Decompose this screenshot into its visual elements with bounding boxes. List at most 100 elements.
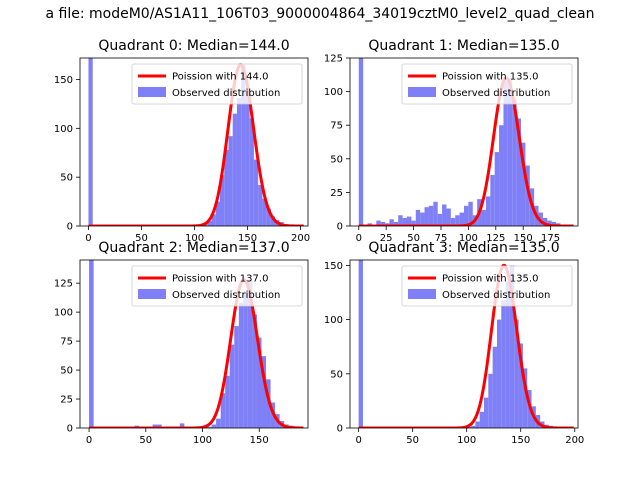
legend-box [131, 63, 303, 105]
histogram-bar [211, 424, 217, 428]
histogram-bar [551, 221, 557, 226]
x-tick-label: 0 [85, 233, 91, 244]
legend-fit-label: Poission with 137.0 [172, 274, 268, 285]
histogram-bar [211, 214, 216, 226]
histogram-bar [249, 118, 254, 226]
histogram-bar [234, 326, 239, 428]
x-tick-label: 100 [459, 233, 478, 244]
histogram-bar [358, 58, 364, 226]
histogram-bar [402, 217, 407, 226]
legend-bar-swatch [138, 289, 166, 299]
histogram-bar [437, 213, 443, 226]
histogram-bar [411, 220, 416, 226]
x-tick-label: 50 [406, 435, 419, 446]
histogram-bar [393, 221, 399, 226]
histogram-bar [542, 217, 548, 226]
histogram-bar [455, 215, 460, 226]
histogram-bar [475, 421, 480, 428]
histogram-bar [420, 212, 425, 226]
y-tick-label: 125 [54, 279, 73, 290]
histogram-bar [256, 337, 262, 428]
y-tick-label: 50 [330, 369, 343, 380]
histogram-bar [507, 78, 513, 226]
histogram-bar [407, 216, 412, 226]
legend-fit-label: Poission with 144.0 [172, 72, 268, 83]
histogram-bar [228, 136, 233, 226]
histogram-bar [518, 343, 523, 428]
histogram-bar [483, 397, 489, 428]
histogram-bar [433, 201, 438, 226]
quadrant-1-panel: Quadrant 1: Median=135.0 0 25 50 75 100 125 150… [324, 38, 579, 244]
legend: Poission with 135.0 Observed distribution [401, 63, 573, 105]
x-tick-label: 100 [193, 435, 212, 446]
histogram-bar [428, 205, 434, 226]
y-tick-label: 0 [337, 424, 343, 435]
histogram-bar [485, 196, 491, 226]
x-tick-label: 150 [250, 435, 269, 446]
y-tick-label: 75 [330, 121, 343, 132]
histogram-bar [512, 98, 517, 226]
x-tick-label: 0 [86, 435, 92, 446]
y-tick-label: 100 [324, 315, 343, 326]
histogram-bar [258, 184, 263, 226]
x-tick-label: 75 [435, 233, 448, 244]
x-tick-label: 175 [541, 233, 560, 244]
histogram-bar [232, 113, 237, 226]
y-tick-label: 75 [60, 337, 73, 348]
histogram-bar [358, 260, 363, 428]
figure-title: a file: modeM0/AS1A11_106T03_9000004864_… [45, 6, 595, 22]
histogram-bar [471, 425, 476, 428]
histogram-bar [505, 281, 510, 428]
histogram-bar [501, 300, 506, 428]
histogram-bar [415, 209, 421, 226]
histogram-bar [525, 165, 530, 226]
histogram-bar [247, 279, 253, 428]
histogram-bar [238, 302, 244, 428]
histogram-bar [450, 217, 456, 226]
histogram-bar [253, 159, 259, 226]
histogram-bar [503, 80, 508, 226]
x-tick-label: 100 [185, 233, 204, 244]
histogram-bar [152, 424, 158, 428]
quadrant-2-panel: Quadrant 2: Median=137.0 0 50 100 150 0 25 50 75… [54, 240, 309, 446]
legend-bar-label: Observed distribution [442, 88, 550, 99]
y-tick-label: 25 [60, 395, 73, 406]
histogram-bar [243, 291, 248, 428]
histogram-bar [398, 215, 403, 226]
histogram-bar [481, 209, 486, 226]
x-tick-label: 150 [511, 435, 530, 446]
histogram-bar [492, 346, 497, 428]
panel-title: Quadrant 0: Median=144.0 [98, 38, 289, 54]
axes-frame [79, 259, 309, 429]
histogram-bar [389, 219, 394, 226]
y-tick-label: 150 [324, 261, 343, 272]
legend-box [401, 63, 573, 105]
y-tick-label: 150 [54, 75, 73, 86]
x-tick-label: 0 [355, 435, 361, 446]
histogram-bar [229, 344, 235, 428]
histogram-bar [241, 64, 246, 226]
histogram-bar [252, 314, 257, 428]
histogram-bar [459, 212, 464, 226]
x-tick-label: 0 [356, 233, 362, 244]
histogram-bar [270, 216, 276, 226]
histogram-bar [207, 221, 212, 226]
x-tick-label: 200 [565, 435, 584, 446]
x-tick-label: 100 [457, 435, 476, 446]
legend-box [401, 265, 573, 307]
y-tick-label: 125 [324, 54, 343, 65]
legend-bar-label: Observed distribution [172, 88, 280, 99]
histogram-bar [266, 208, 271, 226]
histogram-bar [236, 98, 242, 226]
histogram-bar [88, 58, 93, 226]
quadrant-3-panel: Quadrant 3: Median=135.0 0 50 100 150 200 0 50 1… [324, 240, 584, 446]
axes-frame [349, 57, 579, 227]
histogram-bar [262, 198, 267, 226]
histogram-bar [479, 411, 484, 428]
legend-box [131, 265, 303, 307]
legend: Poission with 137.0 Observed distribution [131, 265, 303, 307]
x-tick-label: 25 [380, 233, 393, 244]
histogram-bar [496, 319, 502, 428]
legend-bar-swatch [408, 87, 436, 97]
y-tick-label: 0 [67, 424, 73, 435]
